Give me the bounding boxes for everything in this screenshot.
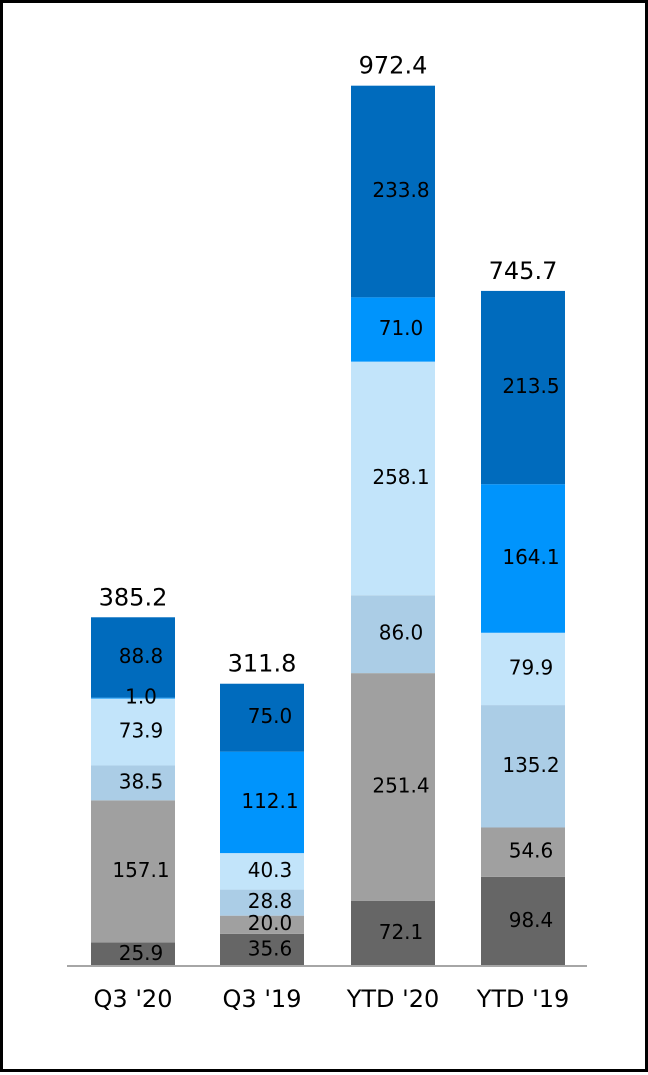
segment-label-1-3: 40.3 xyxy=(248,858,293,882)
category-label-1: Q3 '19 xyxy=(223,985,302,1013)
bar-segment-0-0 xyxy=(91,942,175,966)
category-label-2: YTD '20 xyxy=(346,985,440,1013)
bars-group xyxy=(91,85,565,966)
segment-label-3-5: 213.5 xyxy=(502,374,559,398)
segment-label-2-4: 71.0 xyxy=(379,316,424,340)
segment-label-2-1: 251.4 xyxy=(372,773,429,797)
bar-segment-0-4 xyxy=(91,697,175,699)
bar-segment-0-3 xyxy=(91,698,175,766)
bar-segment-3-0 xyxy=(481,876,565,966)
segment-label-2-0: 72.1 xyxy=(379,920,424,944)
bar-segment-1-1 xyxy=(220,915,304,934)
bar-segment-1-4 xyxy=(220,751,304,854)
segment-label-2-5: 233.8 xyxy=(372,178,429,202)
segment-label-3-2: 135.2 xyxy=(502,753,559,777)
segment-label-1-0: 35.6 xyxy=(248,936,293,960)
total-labels-group: 385.2 311.8 972.4 745.7 xyxy=(99,52,558,678)
bar-segment-3-5 xyxy=(481,290,565,485)
category-labels-group: Q3 '20 Q3 '19 YTD '20 YTD '19 xyxy=(94,985,570,1013)
bar-segment-1-3 xyxy=(220,853,304,890)
bar-segment-0-2 xyxy=(91,765,175,801)
bar-segment-2-3 xyxy=(351,361,435,596)
bar-segment-1-2 xyxy=(220,889,304,916)
segment-label-2-2: 86.0 xyxy=(379,621,424,645)
segment-label-3-1: 54.6 xyxy=(509,839,554,863)
bar-segment-2-2 xyxy=(351,595,435,674)
segment-label-1-1: 20.0 xyxy=(248,911,293,935)
category-label-0: Q3 '20 xyxy=(94,985,173,1013)
bar-segment-3-2 xyxy=(481,705,565,828)
segment-label-0-1: 157.1 xyxy=(112,858,169,882)
total-label-0: 385.2 xyxy=(99,583,168,611)
segment-label-2-3: 258.1 xyxy=(372,465,429,489)
segment-label-3-3: 79.9 xyxy=(509,655,554,679)
segment-label-0-4: 1.0 xyxy=(125,685,157,709)
bar-segment-2-1 xyxy=(351,673,435,901)
segment-label-0-3: 73.9 xyxy=(119,719,164,743)
bar-segment-3-3 xyxy=(481,632,565,706)
segment-label-1-5: 75.0 xyxy=(248,704,293,728)
bar-segment-3-1 xyxy=(481,827,565,877)
total-label-3: 745.7 xyxy=(489,257,558,285)
bar-segment-2-0 xyxy=(351,900,435,966)
bar-segment-3-4 xyxy=(481,484,565,633)
segment-labels-group: 25.9 157.1 38.5 73.9 1.0 88.8 35.620.028.8 40.3… xyxy=(112,178,559,965)
bar-segment-2-5 xyxy=(351,85,435,298)
bar-segment-0-1 xyxy=(91,800,175,943)
total-label-1: 311.8 xyxy=(228,650,297,678)
bar-segment-1-0 xyxy=(220,933,304,966)
bar-segment-1-5 xyxy=(220,683,304,752)
segment-label-0-5: 88.8 xyxy=(119,644,164,668)
segment-label-0-0: 25.9 xyxy=(119,941,164,965)
category-label-3: YTD '19 xyxy=(476,985,570,1013)
total-label-2: 972.4 xyxy=(359,52,428,80)
bar-segment-2-4 xyxy=(351,297,435,362)
segment-label-1-2: 28.8 xyxy=(248,889,293,913)
segment-label-3-0: 98.4 xyxy=(509,908,554,932)
stacked-bar-chart: 25.9 157.1 38.5 73.9 1.0 88.8 35.620.028.8 40.3… xyxy=(67,52,587,1013)
segment-label-3-4: 164.1 xyxy=(502,545,559,569)
segment-label-1-4: 112.1 xyxy=(241,789,298,813)
bar-segment-0-5 xyxy=(91,617,175,698)
segment-label-0-2: 38.5 xyxy=(119,769,164,793)
